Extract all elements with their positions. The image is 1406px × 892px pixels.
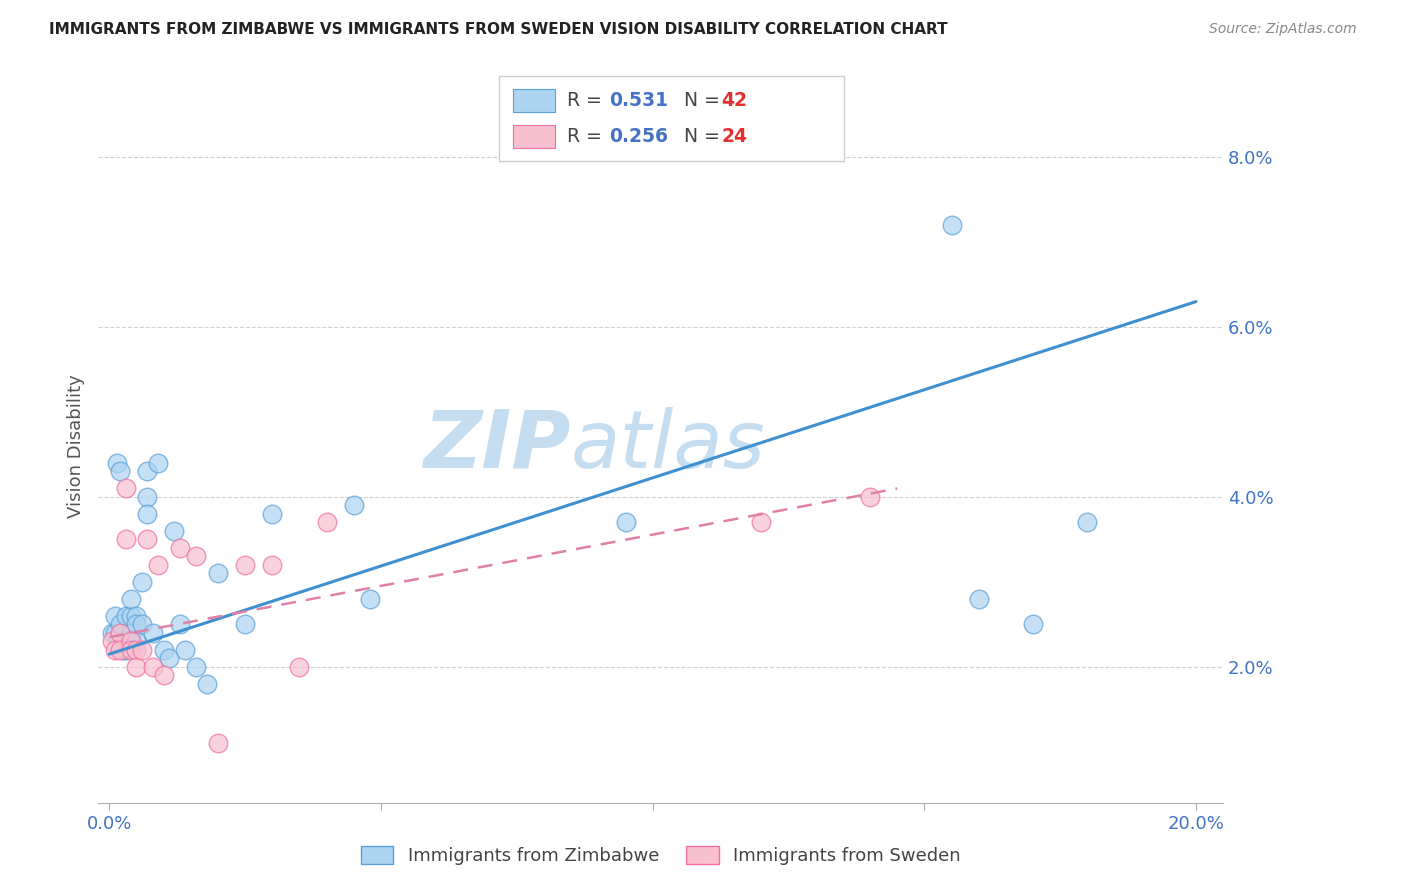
Point xyxy=(125,643,148,657)
Point xyxy=(288,660,311,674)
Point xyxy=(142,660,165,674)
Point xyxy=(195,677,218,691)
Point xyxy=(967,591,990,606)
Text: R =: R = xyxy=(567,91,607,111)
Point xyxy=(749,516,772,530)
Point xyxy=(148,456,170,470)
Point xyxy=(108,643,131,657)
Point xyxy=(131,617,153,632)
Point xyxy=(359,591,381,606)
Point xyxy=(120,591,142,606)
Point xyxy=(233,558,256,572)
Point xyxy=(174,643,197,657)
Point xyxy=(120,626,142,640)
Point xyxy=(104,626,127,640)
Point xyxy=(114,482,136,496)
Point xyxy=(108,617,131,632)
Point xyxy=(136,533,159,547)
Point xyxy=(125,634,148,648)
Point xyxy=(152,668,174,682)
Text: 0.256: 0.256 xyxy=(609,127,668,146)
Point xyxy=(262,507,284,521)
Point xyxy=(136,507,159,521)
Point xyxy=(104,608,127,623)
Point xyxy=(233,617,256,632)
Point xyxy=(207,566,229,581)
Point xyxy=(120,634,142,648)
Point xyxy=(941,218,963,232)
Point xyxy=(114,634,136,648)
Point xyxy=(114,608,136,623)
Text: 42: 42 xyxy=(721,91,747,111)
Text: R =: R = xyxy=(567,127,607,146)
Point xyxy=(107,456,129,470)
Text: ZIP: ZIP xyxy=(423,407,571,485)
Point xyxy=(125,660,148,674)
Point xyxy=(169,617,191,632)
Point xyxy=(142,626,165,640)
Point xyxy=(169,541,191,555)
Point xyxy=(101,626,124,640)
Point xyxy=(101,634,124,648)
Point xyxy=(131,574,153,589)
Y-axis label: Vision Disability: Vision Disability xyxy=(66,374,84,518)
Point xyxy=(120,634,142,648)
Point xyxy=(125,608,148,623)
Text: atlas: atlas xyxy=(571,407,766,485)
Point xyxy=(343,499,366,513)
Point xyxy=(114,643,136,657)
Point xyxy=(157,651,180,665)
Point xyxy=(108,626,131,640)
Point xyxy=(315,516,337,530)
Point xyxy=(186,660,208,674)
Point xyxy=(186,549,208,564)
Point xyxy=(111,643,134,657)
Point xyxy=(859,490,882,504)
Point xyxy=(114,533,136,547)
Text: 0.531: 0.531 xyxy=(609,91,668,111)
Point xyxy=(108,465,131,479)
Text: 24: 24 xyxy=(721,127,747,146)
Text: N =: N = xyxy=(672,91,725,111)
Point xyxy=(207,736,229,750)
Point xyxy=(163,524,186,538)
Point xyxy=(148,558,170,572)
Text: N =: N = xyxy=(672,127,725,146)
Point xyxy=(120,608,142,623)
Point xyxy=(125,617,148,632)
Point xyxy=(152,643,174,657)
Point xyxy=(1076,516,1098,530)
Point xyxy=(136,465,159,479)
Point xyxy=(262,558,284,572)
Point xyxy=(1022,617,1045,632)
Point xyxy=(120,643,142,657)
Point xyxy=(104,643,127,657)
Text: IMMIGRANTS FROM ZIMBABWE VS IMMIGRANTS FROM SWEDEN VISION DISABILITY CORRELATION: IMMIGRANTS FROM ZIMBABWE VS IMMIGRANTS F… xyxy=(49,22,948,37)
Legend: Immigrants from Zimbabwe, Immigrants from Sweden: Immigrants from Zimbabwe, Immigrants fro… xyxy=(354,838,967,872)
Point xyxy=(136,490,159,504)
Point xyxy=(131,643,153,657)
Point xyxy=(614,516,637,530)
Text: Source: ZipAtlas.com: Source: ZipAtlas.com xyxy=(1209,22,1357,37)
Point xyxy=(114,634,136,648)
